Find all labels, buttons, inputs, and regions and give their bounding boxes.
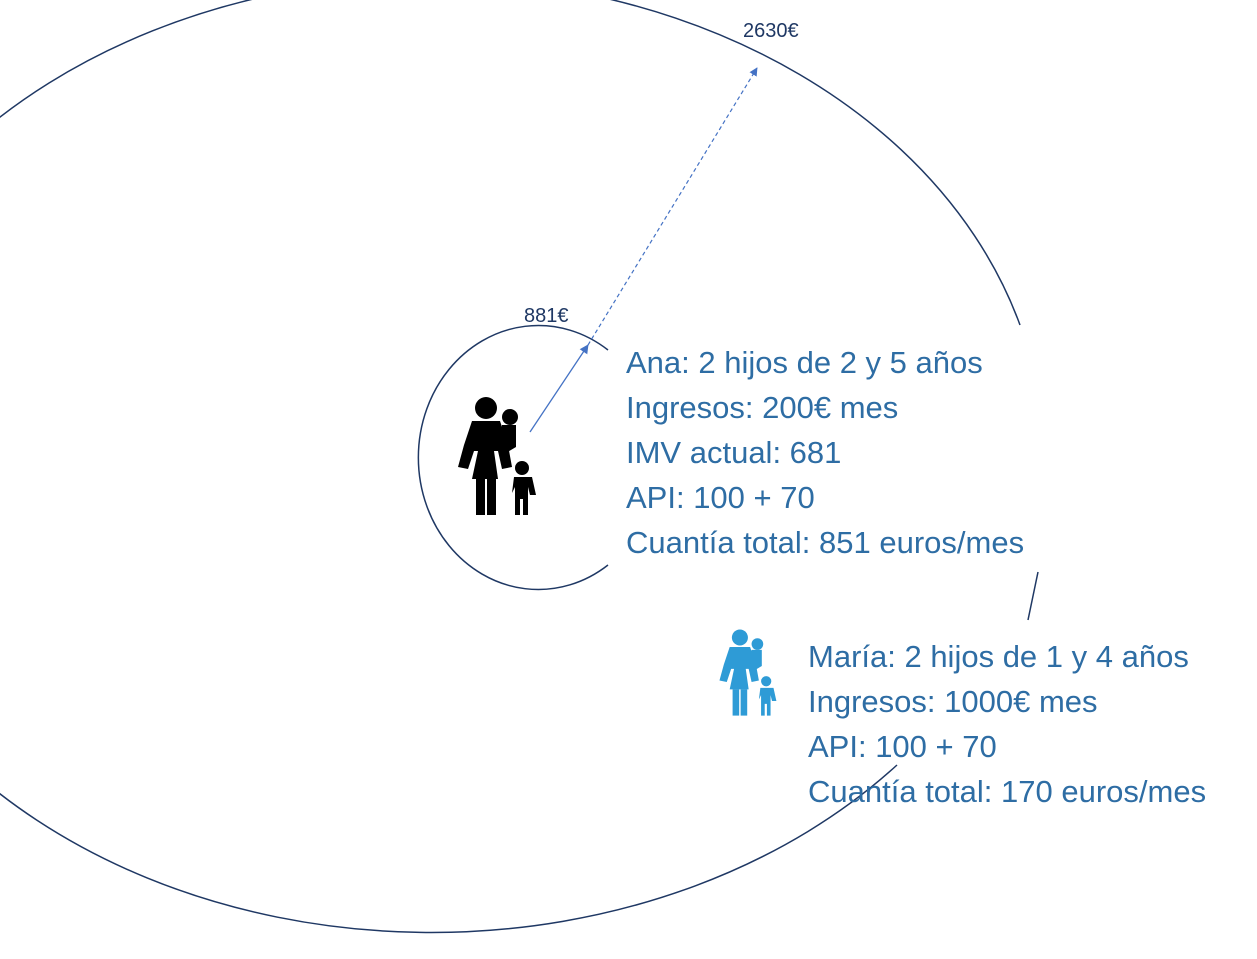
maria-income-line: Ingresos: 1000€ mes [808, 684, 1098, 719]
maria-name-line: María: 2 hijos de 1 y 4 años [808, 639, 1189, 674]
ana-api-line: API: 100 + 70 [626, 480, 815, 515]
outer-circle [0, 0, 1021, 934]
inner-circle [417, 324, 609, 591]
outer-threshold-label: 2630€ [743, 20, 799, 42]
ana-imv-line: IMV actual: 681 [626, 435, 842, 470]
outer-radius-arrow [587, 67, 758, 346]
connector-line [1027, 571, 1039, 621]
ana-name-line: Ana: 2 hijos de 2 y 5 años [626, 345, 983, 380]
maria-info-block: María: 2 hijos de 1 y 4 años Ingresos: 1… [808, 634, 1206, 814]
ana-info-block: Ana: 2 hijos de 2 y 5 años Ingresos: 200… [626, 340, 1024, 565]
inner-radius-arrow [529, 344, 589, 433]
mother-with-children-icon [458, 397, 536, 515]
maria-total-line: Cuantía total: 170 euros/mes [808, 774, 1207, 809]
ana-total-line: Cuantía total: 851 euros/mes [626, 525, 1025, 560]
inner-threshold-label: 881€ [524, 305, 569, 327]
ana-income-line: Ingresos: 200€ mes [626, 390, 899, 425]
mother-with-children-icon [719, 629, 777, 716]
maria-api-line: API: 100 + 70 [808, 729, 997, 764]
